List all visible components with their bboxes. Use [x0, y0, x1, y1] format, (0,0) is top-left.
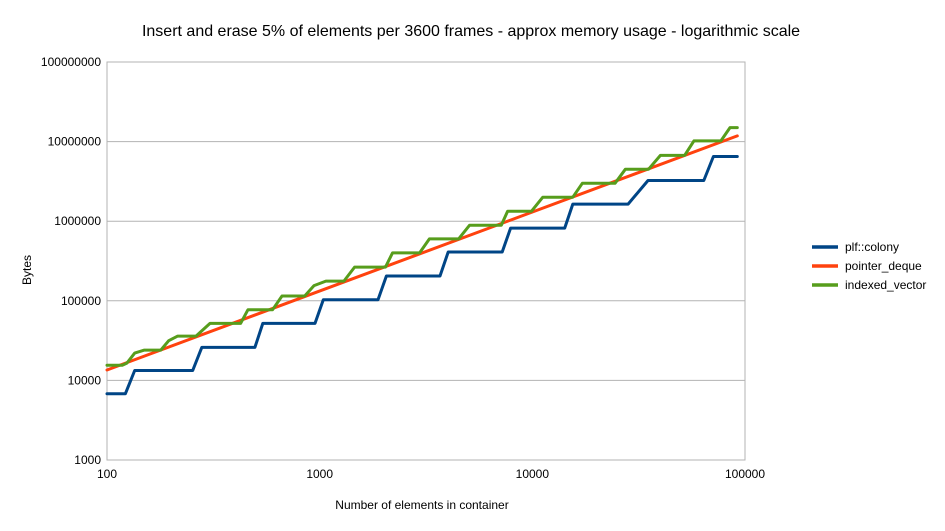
legend-label: plf::colony	[845, 240, 899, 254]
series	[105, 126, 739, 396]
y-axis: 1000 10000 100000 1000000 10000000 100000000	[41, 55, 101, 467]
y-axis-label: Bytes	[20, 255, 34, 285]
x-tick-label: 100	[97, 467, 117, 481]
plot-area	[106, 61, 746, 461]
y-tick-label: 10000000	[48, 135, 102, 149]
y-tick-label: 100000000	[41, 55, 101, 69]
x-tick-label: 1000	[306, 467, 333, 481]
y-tick-label: 10000	[68, 373, 102, 387]
series-line-pointer-deque	[105, 134, 739, 372]
series-line-indexed-vector	[105, 126, 739, 367]
grid	[107, 61, 745, 461]
series-line-plf-colony	[105, 155, 739, 396]
y-tick-label: 1000	[74, 453, 101, 467]
x-axis-label: Number of elements in container	[335, 498, 508, 512]
legend-label: pointer_deque	[845, 259, 922, 273]
chart-title: Insert and erase 5% of elements per 3600…	[142, 23, 800, 40]
x-tick-label: 100000	[725, 467, 765, 481]
y-tick-label: 100000	[61, 294, 101, 308]
x-tick-label: 10000	[516, 467, 550, 481]
y-tick-label: 1000000	[54, 214, 101, 228]
legend-label: indexed_vector	[845, 278, 926, 292]
x-axis: 100 1000 10000 100000	[97, 467, 765, 481]
